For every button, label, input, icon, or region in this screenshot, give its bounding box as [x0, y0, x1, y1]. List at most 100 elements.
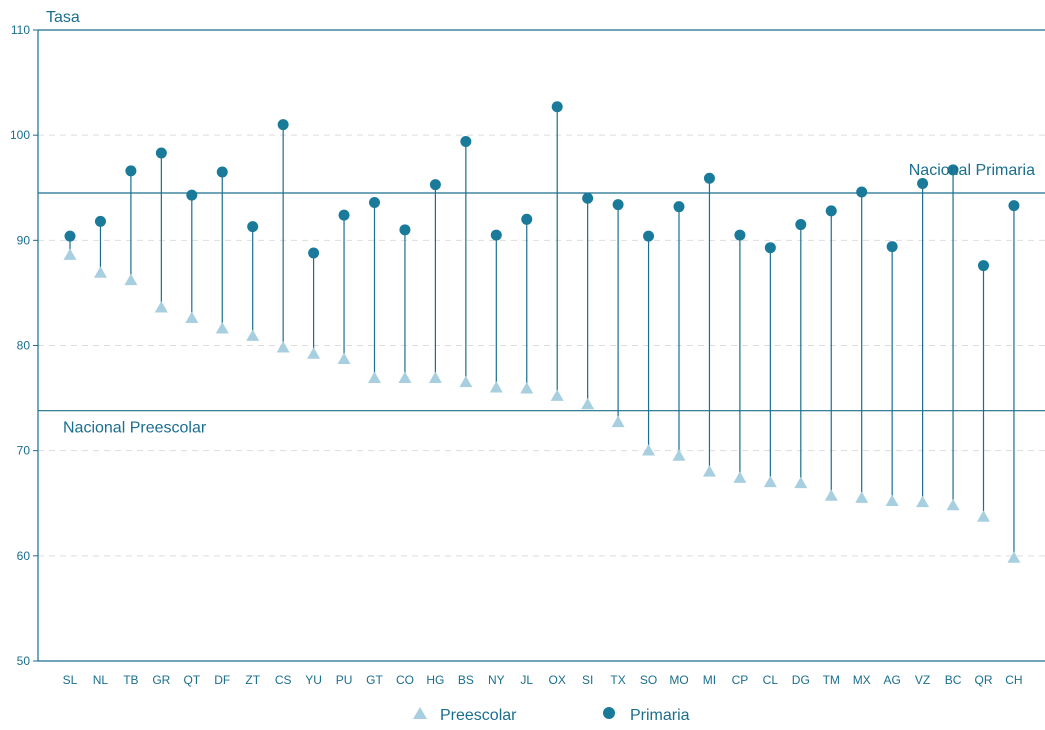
primaria-marker-MO	[673, 201, 685, 213]
primaria-marker-SI	[582, 192, 594, 204]
x-tick-label-ZT: ZT	[245, 673, 260, 687]
preescolar-marker-GT	[368, 371, 381, 383]
preescolar-marker-MX	[855, 491, 869, 503]
preescolar-marker-MO	[672, 449, 686, 461]
preescolar-marker-CO	[398, 371, 412, 383]
preescolar-marker-SO	[642, 444, 656, 456]
x-tick-label-GT: GT	[366, 673, 383, 687]
primaria-marker-SO	[643, 230, 655, 242]
preescolar-marker-NL	[93, 266, 107, 278]
primaria-marker-ZT	[247, 221, 259, 233]
x-tick-label-TB: TB	[123, 673, 138, 687]
x-tick-label-DF: DF	[214, 673, 230, 687]
x-tick-label-SO: SO	[640, 673, 657, 687]
preescolar-marker-SI	[581, 397, 595, 410]
x-tick-label-NL: NL	[93, 673, 109, 687]
preescolar-marker-QR	[977, 510, 990, 522]
primaria-marker-TX	[612, 199, 624, 211]
x-tick-label-VZ: VZ	[915, 673, 930, 687]
primaria-marker-CS	[277, 119, 289, 131]
legend-preescolar-marker	[413, 707, 427, 719]
preescolar-marker-QT	[185, 311, 199, 324]
y-tick-label-100: 100	[10, 128, 30, 142]
preescolar-marker-HG	[428, 371, 442, 383]
y-tick-label-90: 90	[17, 233, 31, 247]
y-tick-label-110: 110	[11, 23, 30, 37]
preescolar-marker-BC	[946, 498, 960, 511]
primaria-marker-BC	[947, 164, 959, 176]
x-tick-label-NY: NY	[488, 673, 505, 687]
x-tick-label-TM: TM	[823, 673, 840, 687]
preescolar-marker-DF	[215, 322, 229, 334]
x-tick-label-AG: AG	[883, 673, 900, 687]
preescolar-marker-VZ	[916, 495, 930, 508]
preescolar-marker-GR	[154, 301, 168, 313]
stems	[69, 106, 1015, 558]
x-tick-label-QT: QT	[183, 673, 200, 687]
primaria-marker-VZ	[917, 178, 929, 190]
x-tick-label-QR: QR	[975, 673, 993, 687]
primaria-marker-SL	[64, 230, 76, 242]
x-tick-label-SL: SL	[63, 673, 78, 687]
x-tick-label-YU: YU	[305, 673, 322, 687]
y-tick-label-60: 60	[17, 549, 31, 563]
y-tick-label-50: 50	[17, 654, 31, 668]
primaria-marker-OX	[551, 101, 563, 113]
x-tick-label-OX: OX	[549, 673, 566, 687]
preescolar-marker-BS	[459, 375, 473, 388]
preescolar-marker-ZT	[246, 329, 260, 341]
x-tick-label-BC: BC	[945, 673, 962, 687]
axes	[33, 29, 1045, 662]
primaria-marker-QT	[186, 189, 198, 201]
x-tick-label-TX: TX	[610, 673, 625, 687]
primaria-marker-CL	[764, 242, 776, 254]
data-markers	[63, 101, 1021, 563]
x-tick-label-CS: CS	[275, 673, 292, 687]
preescolar-marker-TB	[124, 273, 138, 286]
preescolar-marker-PU	[337, 352, 351, 365]
reference-label-1: Nacional Preescolar	[63, 420, 207, 437]
primaria-marker-AG	[886, 241, 898, 253]
preescolar-marker-CL	[763, 475, 777, 488]
y-tick-label-70: 70	[17, 444, 31, 458]
primaria-marker-JL	[521, 213, 533, 225]
x-tick-label-MI: MI	[703, 673, 716, 687]
reference-label-0: Nacional Primaria	[909, 162, 1035, 179]
x-tick-label-BS: BS	[458, 673, 474, 687]
y-tick-label-80: 80	[17, 339, 31, 353]
x-tick-label-MX: MX	[853, 673, 871, 687]
primaria-marker-DF	[216, 166, 228, 178]
x-tick-label-CL: CL	[763, 673, 779, 687]
preescolar-marker-MI	[702, 465, 716, 477]
x-tick-label-MO: MO	[669, 673, 688, 687]
reference-lines	[38, 192, 1045, 412]
legend: Preescolar Primaria	[413, 707, 690, 724]
primaria-marker-TM	[825, 205, 837, 217]
primaria-marker-GT	[369, 196, 380, 208]
legend-primaria-marker	[603, 707, 615, 719]
x-tick-label-CP: CP	[732, 673, 749, 687]
primaria-marker-QR	[978, 260, 989, 272]
x-tick-label-HG: HG	[426, 673, 444, 687]
preescolar-marker-YU	[307, 347, 321, 359]
primaria-marker-MI	[703, 172, 715, 184]
x-tick-label-CH: CH	[1005, 673, 1022, 687]
preescolar-marker-JL	[520, 382, 534, 394]
primaria-marker-MX	[856, 186, 868, 198]
x-tick-label-CO: CO	[396, 673, 414, 687]
labels: 50 60 70 80 90 100 110 Tasa Nacional Primaria Nac…	[10, 9, 1035, 687]
x-tick-label-SI: SI	[582, 673, 593, 687]
y-axis-title: Tasa	[46, 9, 80, 26]
primaria-marker-TB	[125, 165, 137, 177]
primaria-marker-DG	[795, 219, 807, 231]
x-tick-label-DG: DG	[792, 673, 810, 687]
primaria-marker-CO	[399, 224, 411, 236]
preescolar-marker-AG	[885, 494, 899, 507]
preescolar-marker-TM	[824, 489, 838, 501]
grid-lines	[38, 134, 1045, 557]
preescolar-marker-CP	[733, 471, 747, 483]
primaria-marker-NY	[490, 229, 502, 241]
primaria-marker-HG	[429, 179, 441, 191]
preescolar-marker-TX	[611, 415, 625, 428]
